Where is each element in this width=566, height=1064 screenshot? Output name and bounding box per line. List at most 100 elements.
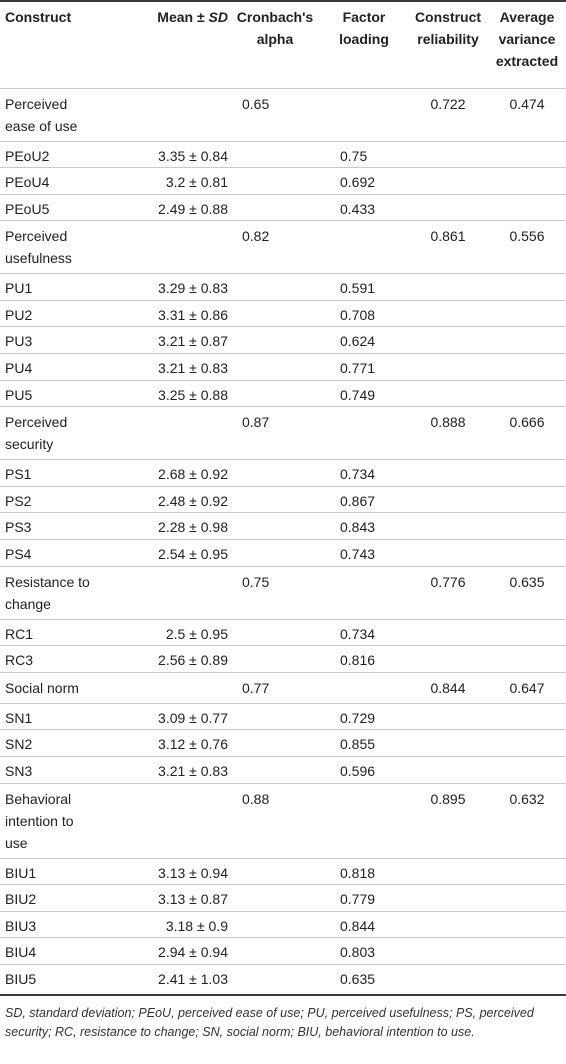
item-mean: 2.94 ± 0.94 (158, 944, 228, 961)
group-name-line: Behavioral (5, 790, 72, 807)
group-cr: 0.888 (430, 414, 466, 431)
group-ave: 0.474 (509, 95, 545, 112)
item-cr-empty (408, 513, 488, 540)
col-header-ave: Average variance extracted (488, 0, 566, 88)
table-row: BIU2 3.13 ± 0.87 0.779 (0, 884, 566, 912)
item-mean: 2.54 ± 0.95 (158, 546, 228, 563)
item-code: BIU1 (5, 864, 37, 881)
group-ave: 0.556 (509, 228, 545, 245)
item-loading: 0.749 (340, 386, 376, 403)
top-rule (0, 0, 566, 2)
group-cr: 0.844 (430, 679, 466, 696)
item-alpha-empty (230, 354, 320, 381)
table-row: PS2 2.48 ± 0.92 0.867 (0, 486, 566, 513)
item-cr-empty (408, 141, 488, 168)
item-mean: 3.13 ± 0.87 (158, 891, 228, 908)
item-ave-empty (488, 300, 566, 327)
item-alpha-empty (230, 380, 320, 407)
col-header-construct: Construct (5, 9, 72, 25)
loading-line1: Factor (342, 9, 386, 25)
item-loading: 0.855 (340, 736, 376, 753)
group-loading-empty (320, 88, 408, 141)
group-name-line: Resistance to (5, 573, 90, 590)
item-loading: 0.844 (340, 917, 376, 934)
item-cr-empty (408, 911, 488, 938)
group-name-line: change (5, 595, 51, 612)
col-header-mean: Mean ± SD (118, 0, 230, 88)
item-alpha-empty (230, 168, 320, 195)
table-row: PU4 3.21 ± 0.83 0.771 (0, 353, 566, 381)
item-alpha-empty (230, 964, 320, 991)
item-code: SN1 (5, 709, 33, 726)
item-ave-empty (488, 964, 566, 991)
table-row: PU5 3.25 ± 0.88 0.749 (0, 380, 566, 407)
item-alpha-empty (230, 757, 320, 784)
loading-line2: loading (339, 31, 389, 47)
ave-line1: Average (499, 9, 555, 25)
table-row: PS4 2.54 ± 0.95 0.743 (0, 539, 566, 567)
item-cr-empty (408, 757, 488, 784)
item-loading: 0.729 (340, 709, 376, 726)
group-row: Social norm 0.77 0.844 0.647 (0, 672, 566, 703)
group-mean-empty (118, 783, 230, 858)
item-cr-empty (408, 540, 488, 567)
item-code: BIU5 (5, 970, 37, 987)
group-cr: 0.895 (430, 790, 466, 807)
item-code: BIU4 (5, 944, 37, 961)
item-ave-empty (488, 938, 566, 965)
item-ave-empty (488, 703, 566, 730)
item-code: PU1 (5, 280, 33, 297)
item-mean: 3.2 ± 0.81 (165, 174, 228, 191)
item-alpha-empty (230, 540, 320, 567)
item-code: PU5 (5, 386, 33, 403)
col-header-alpha: Cronbach's alpha (230, 0, 320, 88)
item-ave-empty (488, 274, 566, 301)
group-name-line: intention to (5, 812, 74, 829)
item-mean: 3.35 ± 0.84 (158, 147, 228, 164)
ave-line3: extracted (495, 53, 559, 69)
item-cr-empty (408, 168, 488, 195)
item-cr-empty (408, 486, 488, 513)
group-alpha: 0.82 (242, 228, 270, 245)
item-ave-empty (488, 730, 566, 757)
item-alpha-empty (230, 938, 320, 965)
table-row: PS3 2.28 ± 0.98 0.843 (0, 512, 566, 540)
group-name: Perceived ease of use (0, 88, 118, 141)
item-alpha-empty (230, 703, 320, 730)
item-mean: 3.09 ± 0.77 (158, 709, 228, 726)
item-mean: 2.28 ± 0.98 (158, 519, 228, 536)
item-code: SN2 (5, 736, 33, 753)
header-row: Construct Mean ± SD Cronbach's alpha Fac… (0, 0, 566, 88)
item-mean: 3.13 ± 0.94 (158, 864, 228, 881)
item-alpha-empty (230, 194, 320, 221)
item-cr-empty (408, 619, 488, 646)
item-code: PEoU2 (5, 147, 50, 164)
group-name-line: security (5, 436, 54, 453)
alpha-line1: Cronbach's (236, 9, 314, 25)
item-loading: 0.708 (340, 306, 376, 323)
alpha-line2: alpha (256, 31, 294, 47)
item-cr-empty (408, 964, 488, 991)
item-ave-empty (488, 168, 566, 195)
item-mean: 3.21 ± 0.87 (158, 333, 228, 350)
item-code: RC1 (5, 625, 34, 642)
table-row: PEoU2 3.35 ± 0.84 0.75 (0, 141, 566, 168)
item-code: BIU3 (5, 917, 37, 934)
mean-prefix: Mean ± (157, 9, 205, 25)
item-code: PU3 (5, 333, 33, 350)
item-loading: 0.867 (340, 492, 376, 509)
item-loading: 0.743 (340, 546, 376, 563)
item-mean: 2.41 ± 1.03 (158, 970, 228, 987)
ave-line2: variance (498, 31, 556, 47)
table-row: BIU3 3.18 ± 0.9 0.844 (0, 911, 566, 938)
group-alpha: 0.87 (242, 414, 270, 431)
group-row: Perceived usefulness 0.82 0.861 0.556 (0, 220, 566, 274)
col-header-cr: Construct reliability (408, 0, 488, 88)
item-loading: 0.433 (340, 200, 376, 217)
table-body: Perceived ease of use 0.65 0.722 0.474 PEoU2 3… (0, 88, 566, 991)
item-cr-empty (408, 460, 488, 487)
table-row: RC3 2.56 ± 0.89 0.816 (0, 645, 566, 673)
group-name-line: Perceived (5, 95, 68, 112)
group-mean-empty (118, 672, 230, 703)
group-mean-empty (118, 407, 230, 460)
